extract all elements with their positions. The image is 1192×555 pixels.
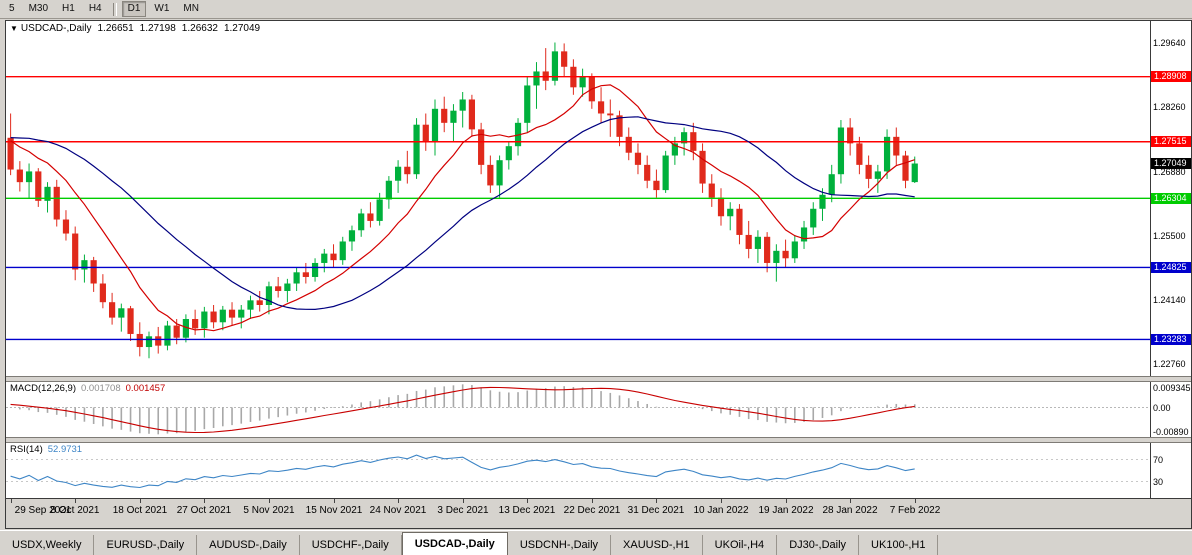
ohlc-close: 1.27049	[223, 23, 261, 34]
date-tick	[656, 499, 657, 503]
date-label-7-feb-2022: 7 Feb 2022	[889, 505, 941, 516]
macd-axis-max: 0.009345	[1153, 383, 1191, 393]
timeframe-toolbar: 5 M30 H1 H4 D1 W1 MN	[0, 0, 1192, 19]
macd-signal-value: 0.001457	[125, 383, 166, 394]
price-tick-1.25500: 1.25500	[1153, 231, 1186, 242]
date-label-13-dec-2021: 13 Dec 2021	[498, 505, 556, 516]
timeframe-button-w1[interactable]: W1	[154, 3, 170, 14]
tab-usdcad-daily[interactable]: USDCAD-,Daily	[401, 532, 508, 555]
chart-window: ▼ USDCAD-,Daily 1.26651 1.27198 1.26632 1.270…	[5, 20, 1192, 529]
date-tick	[269, 499, 270, 503]
timeframe-button-m30[interactable]: M30	[28, 3, 49, 14]
tab-uk100-h1[interactable]: UK100-,H1	[859, 535, 939, 555]
timeframe-button-h1[interactable]: H1	[62, 3, 75, 14]
date-tick	[850, 499, 851, 503]
price-chart-panel[interactable]: ▼ USDCAD-,Daily 1.26651 1.27198 1.26632 1.270…	[6, 21, 1150, 376]
date-label-22-dec-2021: 22 Dec 2021	[563, 505, 621, 516]
rsi-value: 52.9731	[47, 444, 83, 455]
ohlc-open: 1.26651	[97, 23, 134, 34]
macd-label: MACD(12,26,9) 0.001708 0.001457	[10, 383, 170, 394]
timeframe-button-5[interactable]: 5	[9, 3, 15, 14]
date-label-29-sep-2021: 29 Sep 2021	[14, 505, 72, 516]
date-tick	[915, 499, 916, 503]
macd-plot	[6, 384, 1150, 435]
price-tag-1.26304: 1.26304	[1151, 192, 1191, 204]
rsi-line	[10, 454, 915, 489]
date-tick	[786, 499, 787, 503]
panel-separator[interactable]	[6, 437, 1191, 443]
date-tick	[75, 499, 76, 503]
price-tick-1.26880: 1.26880	[1153, 166, 1186, 177]
price-tag-1.28908: 1.28908	[1151, 71, 1191, 83]
date-label-31-dec-2021: 31 Dec 2021	[627, 505, 685, 516]
price-tick-1.24140: 1.24140	[1153, 294, 1186, 305]
price-tick-1.29640: 1.29640	[1153, 37, 1186, 48]
date-label-28-jan-2022: 28 Jan 2022	[822, 505, 878, 516]
price-tick-1.28260: 1.28260	[1153, 102, 1186, 113]
date-label-8-oct-2021: 8 Oct 2021	[50, 505, 100, 516]
macd-signal-line	[10, 386, 915, 434]
date-label-27-oct-2021: 27 Oct 2021	[176, 505, 232, 516]
date-tick	[398, 499, 399, 503]
tab-usdx-weekly[interactable]: USDX,Weekly	[0, 535, 95, 555]
macd-axis-min: -0.00890	[1153, 427, 1189, 437]
ohlc-low: 1.26632	[181, 23, 218, 34]
date-tick	[11, 499, 12, 503]
date-label-3-dec-2021: 3 Dec 2021	[437, 505, 489, 516]
panel-separator[interactable]	[6, 376, 1191, 382]
price-tag-1.27049: 1.27049	[1151, 158, 1191, 169]
macd-name: MACD(12,26,9)	[10, 383, 76, 394]
date-tick	[334, 499, 335, 503]
date-axis[interactable]: 29 Sep 2021 8 Oct 2021 18 Oct 2021 27 Oct 2…	[6, 498, 1191, 528]
date-label-24-nov-2021: 24 Nov 2021	[369, 505, 427, 516]
rsi-axis-30: 30	[1153, 477, 1164, 487]
tab-audusd-daily[interactable]: AUDUSD-,Daily	[197, 535, 300, 555]
ma-slow-line	[10, 116, 915, 311]
chart-tab-bar: USDX,Weekly EURUSD-,Daily AUDUSD-,Daily USD…	[0, 530, 1192, 555]
tab-usdcnh-daily[interactable]: USDCNH-,Daily	[507, 535, 612, 555]
date-tick	[592, 499, 593, 503]
tab-ukoil-h4[interactable]: UKOil-,H4	[702, 535, 778, 555]
date-label-10-jan-2022: 10 Jan 2022	[693, 505, 749, 516]
date-tick	[721, 499, 722, 503]
price-tick-1.22760: 1.22760	[1153, 359, 1186, 370]
date-tick	[527, 499, 528, 503]
rsi-axis-70: 70	[1153, 455, 1164, 465]
tab-xauusd-h1[interactable]: XAUUSD-,H1	[611, 535, 703, 555]
collapse-chart-icon[interactable]: ▼	[10, 24, 18, 33]
price-plot	[6, 42, 1150, 359]
chart-title: ▼ USDCAD-,Daily 1.26651 1.27198 1.26632 1.270…	[10, 23, 266, 34]
toolbar-separator	[112, 2, 117, 16]
rsi-name: RSI(14)	[10, 444, 43, 455]
tab-dj30-daily[interactable]: DJ30-,Daily	[777, 535, 860, 555]
tab-eurusd-daily[interactable]: EURUSD-,Daily	[94, 535, 198, 555]
date-tick	[463, 499, 464, 503]
price-tag-1.27515: 1.27515	[1151, 136, 1191, 148]
rsi-label: RSI(14) 52.9731	[10, 444, 87, 455]
ma-fast-line	[10, 84, 915, 332]
symbol-timeframe-label: USDCAD-,Daily	[20, 23, 92, 34]
candlesticks	[7, 42, 918, 359]
macd-panel[interactable]: MACD(12,26,9) 0.001708 0.001457	[6, 382, 1150, 437]
timeframe-button-d1[interactable]: D1	[121, 1, 147, 17]
timeframe-button-mn[interactable]: MN	[183, 3, 199, 14]
rsi-panel[interactable]: RSI(14) 52.9731	[6, 443, 1150, 498]
price-tag-1.24825: 1.24825	[1151, 261, 1191, 273]
timeframe-button-h4[interactable]: H4	[88, 3, 102, 14]
price-tag-1.23283: 1.23283	[1151, 333, 1191, 345]
date-label-5-nov-2021: 5 Nov 2021	[243, 505, 295, 516]
ohlc-high: 1.27198	[139, 23, 176, 34]
date-tick	[204, 499, 205, 503]
date-label-18-oct-2021: 18 Oct 2021	[112, 505, 168, 516]
date-tick	[140, 499, 141, 503]
price-scale[interactable]: 1.29640 1.28260 1.26880 1.25500 1.24140 1.227…	[1150, 21, 1191, 498]
tab-usdchf-daily[interactable]: USDCHF-,Daily	[299, 535, 402, 555]
rsi-plot	[6, 454, 1150, 489]
date-label-15-nov-2021: 15 Nov 2021	[305, 505, 363, 516]
date-label-19-jan-2022: 19 Jan 2022	[758, 505, 814, 516]
macd-value: 0.001708	[81, 383, 121, 394]
macd-axis-zero: 0.00	[1153, 402, 1171, 413]
